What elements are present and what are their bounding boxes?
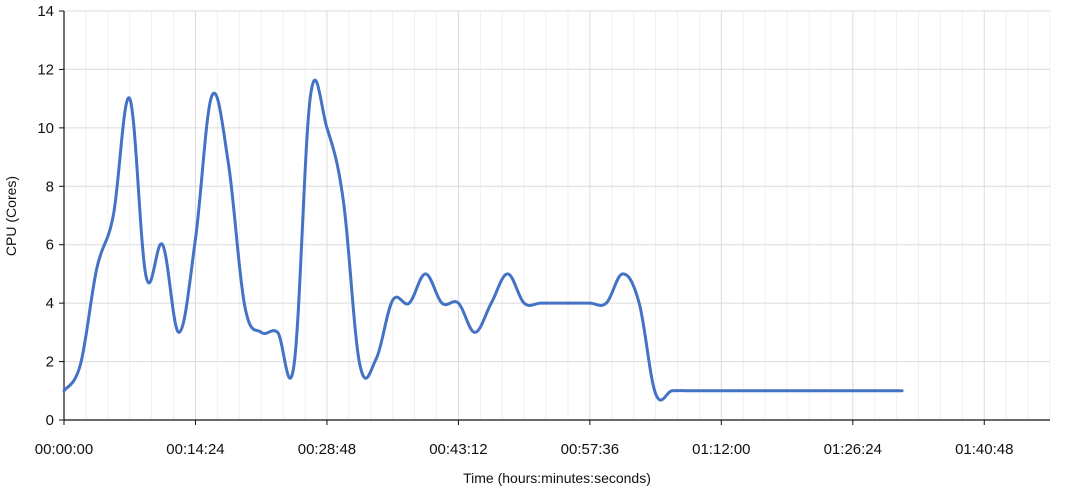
x-tick-label-1: 00:14:24 (166, 441, 224, 458)
data-point-42 (753, 389, 756, 392)
data-point-45 (802, 389, 805, 392)
data-point-20 (391, 299, 394, 302)
y-tick-label-2: 4 (46, 295, 54, 312)
data-point-14 (292, 363, 296, 366)
data-point-6 (161, 243, 164, 246)
data-point-15 (309, 94, 312, 97)
data-point-48 (851, 389, 854, 392)
x-tick-label-5: 01:12:00 (692, 441, 750, 458)
data-point-46 (818, 389, 822, 392)
data-point-40 (720, 389, 723, 392)
data-point-8 (194, 237, 197, 241)
data-point-4 (128, 97, 131, 100)
data-point-31 (572, 301, 575, 305)
data-point-35 (637, 301, 641, 305)
data-point-24 (457, 301, 460, 305)
y-axis-title: CPU (Cores) (3, 176, 19, 256)
data-point-41 (736, 389, 739, 392)
data-point-50 (884, 389, 887, 392)
data-point-47 (835, 389, 838, 392)
x-tick-label-7: 01:40:48 (955, 441, 1013, 458)
data-point-29 (539, 301, 542, 305)
data-point-43 (769, 389, 772, 392)
data-point-51 (900, 389, 904, 392)
y-tick-label-7: 14 (37, 3, 54, 20)
data-point-44 (785, 389, 789, 392)
data-point-5 (144, 275, 148, 279)
y-tick-label-4: 8 (46, 178, 54, 195)
x-axis-title: Time (hours:minutes:seconds) (463, 470, 651, 486)
data-point-23 (440, 301, 444, 305)
x-tick-label-0: 00:00:00 (35, 441, 93, 458)
series-group (62, 78, 904, 402)
axes (59, 10, 1050, 425)
data-point-32 (588, 301, 592, 305)
data-point-36 (654, 392, 657, 395)
data-point-18 (358, 363, 361, 366)
data-point-26 (490, 301, 493, 305)
data-point-9 (210, 94, 214, 97)
tick-labels: 0 2 4 6 8 10 12 14 00:00:00 00:14:24 00:28:48 00:43… (35, 3, 1014, 458)
data-point-17 (342, 199, 345, 203)
x-tick-label-3: 00:43:12 (429, 441, 487, 458)
data-point-25 (473, 331, 477, 334)
data-point-7 (177, 331, 181, 334)
y-tick-label-6: 12 (37, 61, 54, 78)
y-tick-label-3: 6 (46, 237, 54, 254)
data-point-19 (375, 357, 378, 360)
x-tick-label-4: 00:57:36 (561, 441, 619, 458)
data-point-0 (62, 389, 66, 392)
y-tick-label-5: 10 (37, 120, 54, 137)
y-tick-label-1: 2 (46, 354, 54, 371)
data-point-3 (112, 214, 115, 217)
data-point-13 (276, 331, 279, 334)
data-point-37 (670, 389, 674, 392)
data-point-38 (687, 389, 690, 392)
data-point-21 (407, 301, 411, 305)
grid-lines (63, 10, 1051, 421)
x-tick-label-6: 01:26:24 (824, 441, 882, 458)
data-point-34 (621, 272, 624, 276)
data-point-10 (227, 161, 230, 165)
data-point-12 (260, 331, 263, 334)
data-point-33 (605, 301, 608, 305)
data-point-30 (555, 301, 559, 305)
data-point-22 (424, 272, 427, 276)
x-tick-label-2: 00:28:48 (298, 441, 356, 458)
data-point-1 (79, 363, 82, 366)
y-tick-label-0: 0 (46, 412, 54, 429)
data-point-2 (95, 266, 99, 270)
data-point-11 (243, 304, 246, 308)
data-point-16 (325, 126, 329, 130)
data-point-39 (703, 389, 707, 392)
data-point-28 (522, 301, 526, 305)
data-point-49 (868, 389, 871, 392)
data-point-27 (506, 272, 509, 276)
